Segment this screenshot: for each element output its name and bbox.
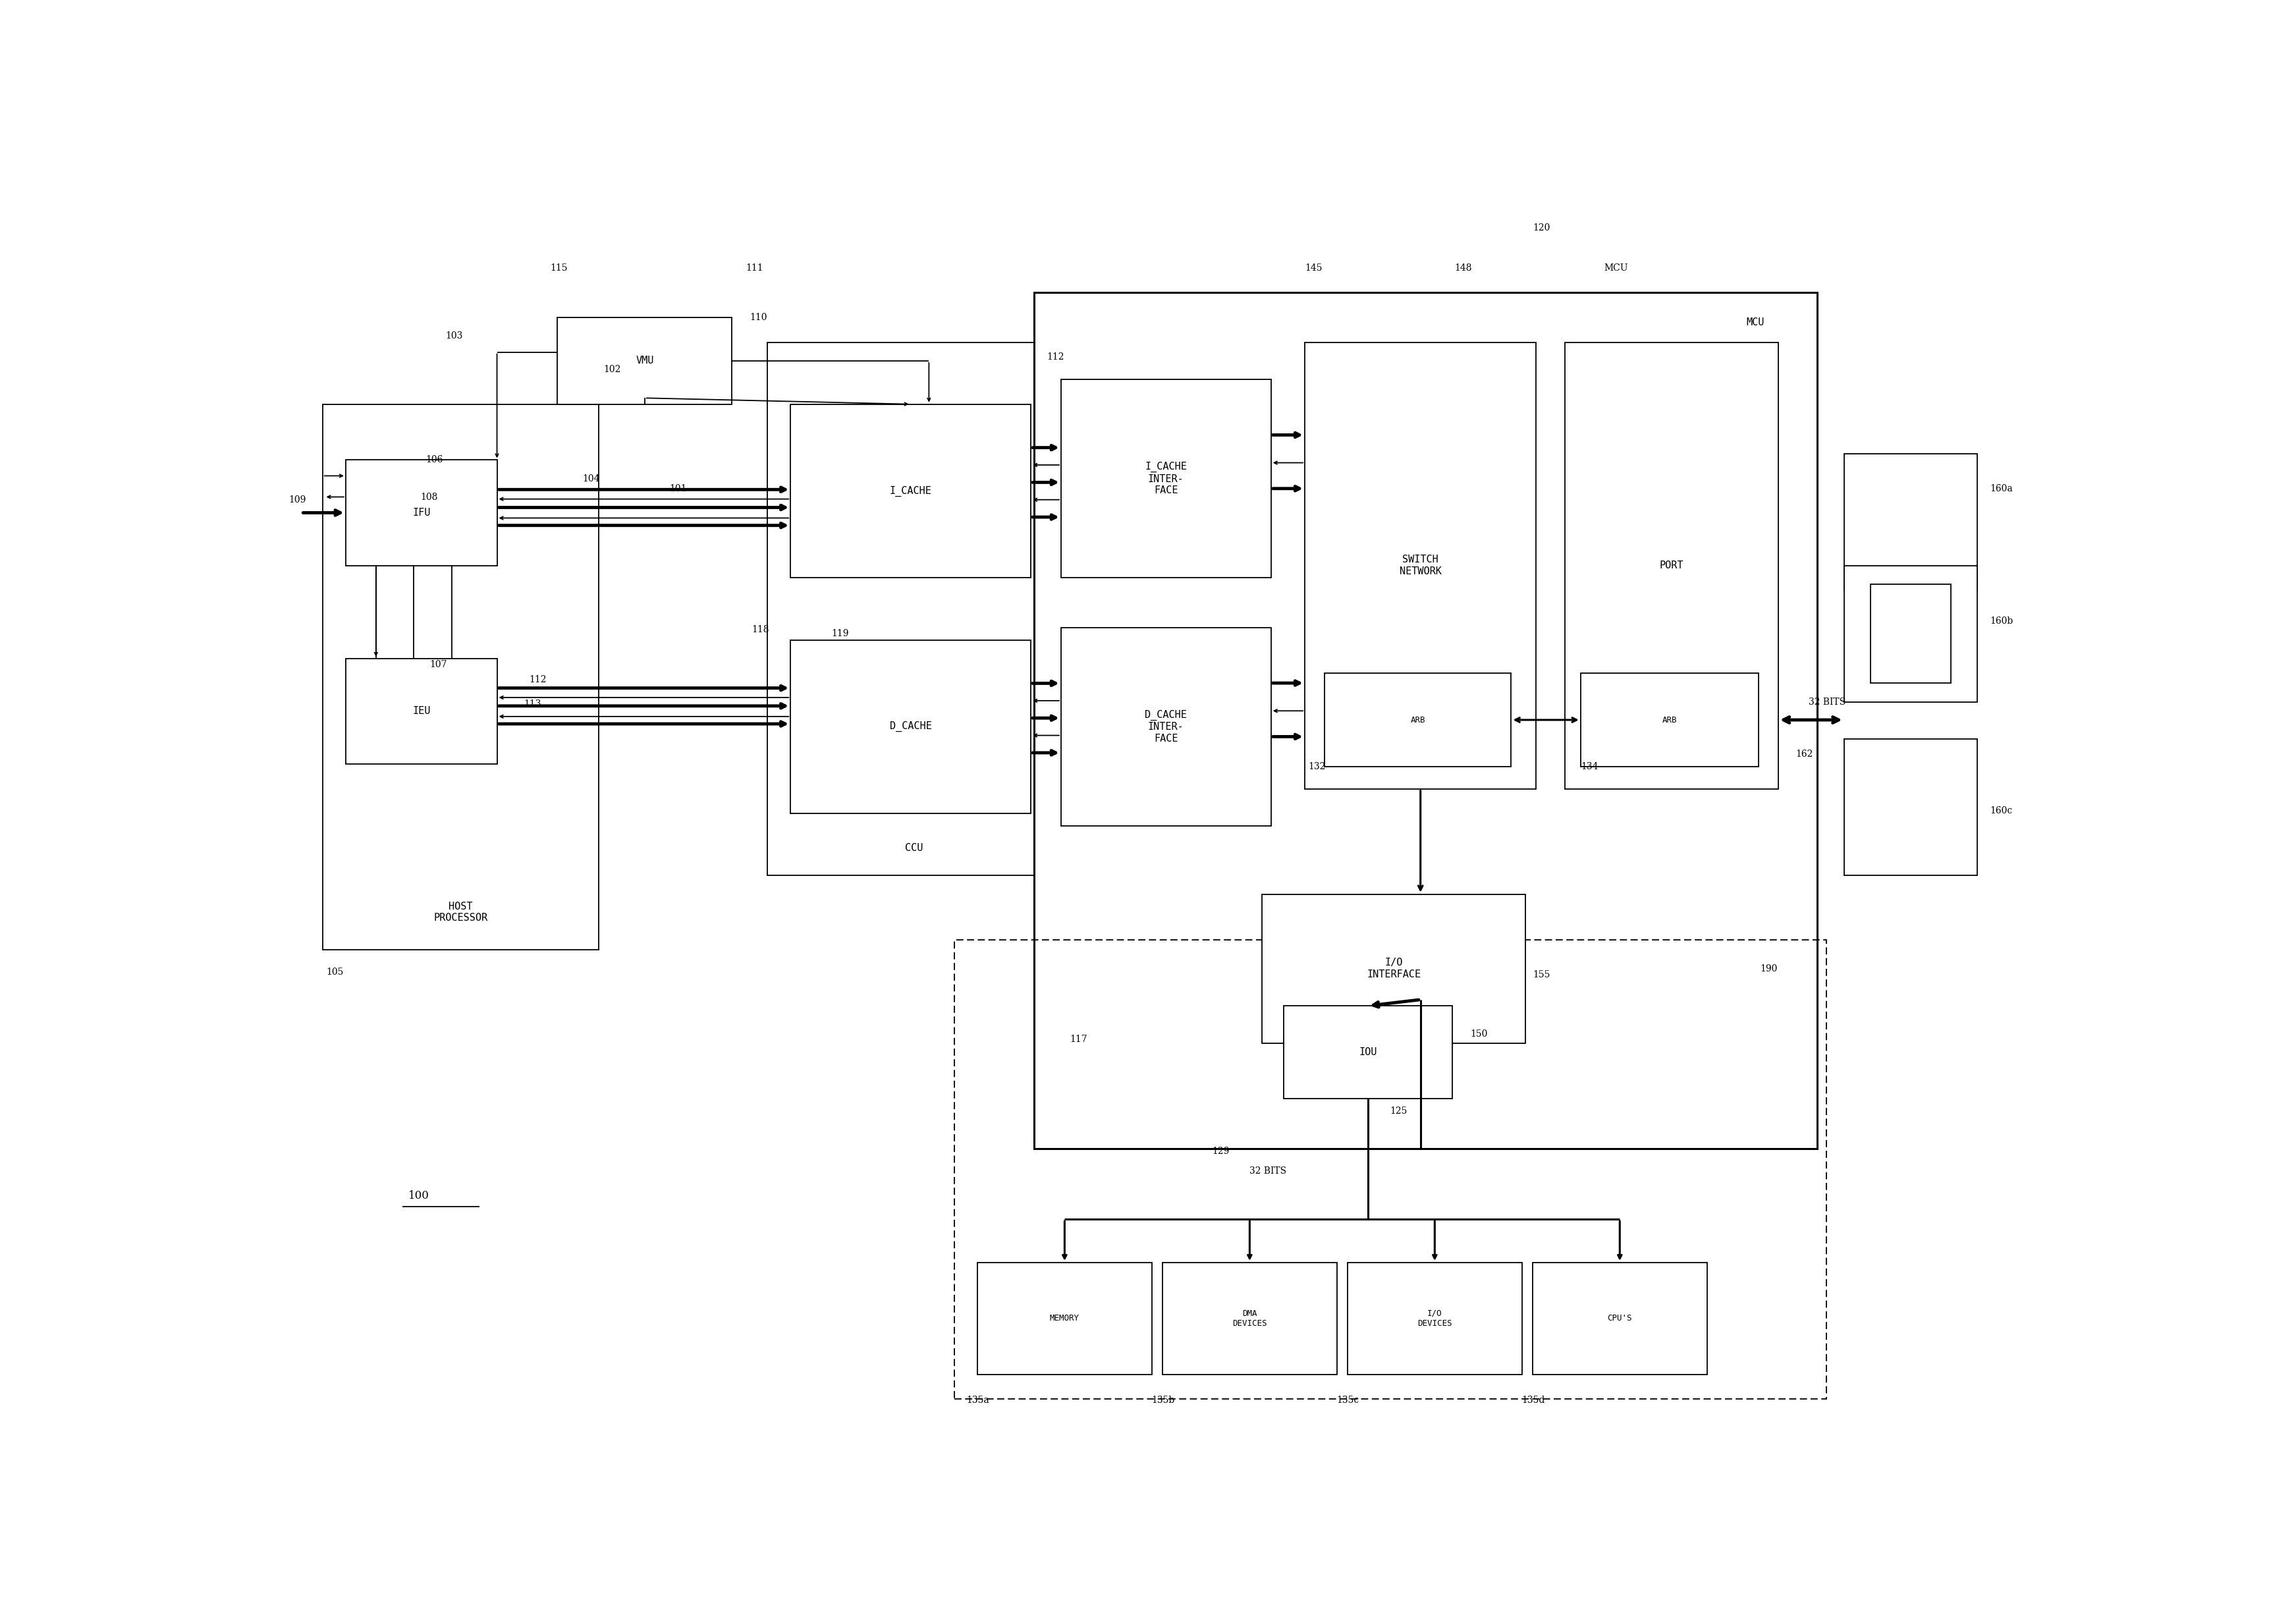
- Bar: [1580, 673, 1759, 767]
- Text: I_CACHE: I_CACHE: [889, 485, 932, 496]
- Bar: [1325, 673, 1511, 767]
- Text: CPU'S: CPU'S: [1607, 1315, 1632, 1323]
- Text: 104: 104: [583, 474, 599, 483]
- Text: 103: 103: [445, 332, 464, 340]
- Bar: [347, 659, 496, 764]
- Bar: [1844, 454, 1977, 590]
- Text: 106: 106: [425, 456, 443, 464]
- Text: 134: 134: [1580, 762, 1598, 772]
- Text: 117: 117: [1070, 1034, 1088, 1044]
- Bar: [1871, 585, 1952, 683]
- Text: 115: 115: [551, 263, 567, 272]
- Text: 148: 148: [1453, 263, 1472, 272]
- Text: 160b: 160b: [1991, 617, 2014, 627]
- Bar: [1348, 1263, 1522, 1374]
- Text: D_CACHE
INTER-
FACE: D_CACHE INTER- FACE: [1146, 710, 1187, 744]
- Text: VMU: VMU: [636, 356, 654, 366]
- Text: 145: 145: [1304, 263, 1322, 272]
- Text: 109: 109: [289, 495, 305, 504]
- Text: 120: 120: [1531, 224, 1550, 232]
- Text: 110: 110: [748, 313, 767, 322]
- Text: 108: 108: [420, 493, 439, 503]
- Text: 102: 102: [604, 364, 622, 374]
- Bar: [1531, 1263, 1706, 1374]
- Text: 160c: 160c: [1991, 807, 2014, 815]
- Text: I_CACHE
INTER-
FACE: I_CACHE INTER- FACE: [1146, 462, 1187, 496]
- Text: HOST
PROCESSOR: HOST PROCESSOR: [434, 902, 487, 923]
- Text: 112: 112: [1047, 353, 1065, 362]
- Bar: [790, 404, 1031, 578]
- Bar: [1061, 628, 1272, 826]
- Text: MCU: MCU: [1603, 263, 1628, 272]
- Text: MEMORY: MEMORY: [1049, 1315, 1079, 1323]
- Text: IEU: IEU: [413, 706, 429, 717]
- Text: 190: 190: [1761, 963, 1777, 973]
- Text: 118: 118: [751, 625, 769, 635]
- Text: 129: 129: [1212, 1147, 1231, 1155]
- Text: PORT: PORT: [1660, 561, 1683, 570]
- Text: 150: 150: [1469, 1029, 1488, 1039]
- Text: 162: 162: [1795, 749, 1814, 759]
- Bar: [1061, 379, 1272, 578]
- Text: 32 BITS: 32 BITS: [1809, 698, 1846, 707]
- Text: ARB: ARB: [1410, 715, 1426, 725]
- Text: I/O
DEVICES: I/O DEVICES: [1417, 1310, 1451, 1327]
- Text: MCU: MCU: [1745, 317, 1763, 327]
- Text: 132: 132: [1309, 762, 1325, 772]
- Text: IFU: IFU: [413, 507, 429, 517]
- Text: 101: 101: [670, 483, 687, 493]
- Bar: [1304, 342, 1536, 789]
- Text: 113: 113: [523, 699, 542, 709]
- Bar: [321, 404, 599, 950]
- Text: DMA
DEVICES: DMA DEVICES: [1233, 1310, 1267, 1327]
- Bar: [558, 317, 732, 404]
- Text: 100: 100: [409, 1191, 429, 1202]
- Bar: [347, 461, 496, 565]
- Text: 111: 111: [746, 263, 765, 272]
- Text: 135c: 135c: [1336, 1395, 1359, 1405]
- Text: 160a: 160a: [1991, 483, 2014, 493]
- Bar: [1283, 1005, 1453, 1099]
- Text: 135a: 135a: [967, 1395, 990, 1405]
- Bar: [955, 941, 1825, 1398]
- Text: IOU: IOU: [1359, 1047, 1378, 1057]
- Text: I/O
INTERFACE: I/O INTERFACE: [1366, 959, 1421, 979]
- Text: 119: 119: [831, 628, 850, 638]
- Bar: [790, 640, 1031, 814]
- Text: 135b: 135b: [1153, 1395, 1176, 1405]
- Text: 105: 105: [326, 968, 344, 976]
- Bar: [1162, 1263, 1336, 1374]
- Text: 155: 155: [1531, 970, 1550, 979]
- Bar: [1263, 894, 1525, 1042]
- Text: ARB: ARB: [1662, 715, 1676, 725]
- Bar: [767, 342, 1061, 875]
- Text: 135d: 135d: [1522, 1395, 1545, 1405]
- Text: D_CACHE: D_CACHE: [889, 722, 932, 731]
- Bar: [1033, 293, 1816, 1149]
- Text: 112: 112: [528, 675, 546, 685]
- Text: CCU: CCU: [905, 844, 923, 854]
- Bar: [1844, 739, 1977, 875]
- Text: 107: 107: [429, 661, 448, 669]
- Bar: [978, 1263, 1153, 1374]
- Text: 32 BITS: 32 BITS: [1249, 1166, 1286, 1176]
- Text: 125: 125: [1391, 1107, 1407, 1116]
- Bar: [1844, 565, 1977, 702]
- Bar: [1564, 342, 1777, 789]
- Text: SWITCH
NETWORK: SWITCH NETWORK: [1401, 554, 1442, 577]
